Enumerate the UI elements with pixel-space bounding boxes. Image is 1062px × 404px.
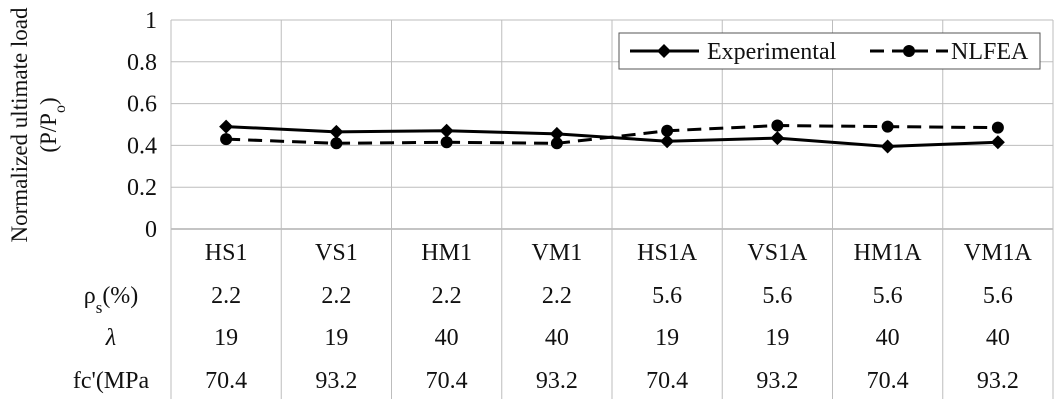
table-cell-value: 70.4 bbox=[867, 368, 909, 394]
data-point-circle bbox=[220, 133, 233, 146]
data-table: HS1 VS1 HM1 VM1 HS1A VS1A HM1A VM1A ρs(%) 2.2 2.2 2… bbox=[73, 240, 1033, 394]
table-row-label: ρs(%) bbox=[84, 283, 139, 317]
series-layer bbox=[219, 119, 1005, 154]
table-cell-value: 19 bbox=[214, 325, 238, 351]
table-cell-value: 2.2 bbox=[432, 283, 462, 309]
table-row-label: λ bbox=[105, 325, 116, 351]
y-tick-label: 0.4 bbox=[127, 133, 157, 159]
data-point-circle bbox=[881, 120, 894, 133]
data-point-circle bbox=[440, 136, 453, 149]
table-cell-value: 93.2 bbox=[756, 368, 798, 394]
table-cell-value: 70.4 bbox=[205, 368, 247, 394]
y-tick-label: 0.2 bbox=[127, 175, 157, 201]
table-cell-value: 40 bbox=[876, 325, 900, 351]
category-label: HS1 bbox=[205, 240, 248, 266]
category-label: HM1 bbox=[421, 240, 472, 266]
table-cell-value: 40 bbox=[986, 325, 1010, 351]
table-cell-value: 2.2 bbox=[211, 283, 241, 309]
table-cell-value: 70.4 bbox=[426, 368, 468, 394]
data-point-diamond bbox=[329, 124, 344, 139]
legend-label-nlfea: NLFEA bbox=[951, 39, 1029, 65]
y-tick-label: 0.8 bbox=[127, 50, 157, 76]
legend: Experimental NLFEA bbox=[618, 32, 1041, 70]
category-label: VM1A bbox=[964, 240, 1033, 266]
series-line-nlfea bbox=[226, 124, 998, 145]
y-axis: 0 0.2 0.4 0.6 0.8 1 Normalized ultimate load (P… bbox=[7, 7, 157, 243]
data-point-circle bbox=[991, 121, 1004, 134]
table-cell-value: 19 bbox=[765, 325, 789, 351]
data-point-diamond bbox=[770, 131, 785, 146]
data-point-circle bbox=[771, 119, 784, 132]
y-tick-label: 0 bbox=[145, 217, 157, 243]
table-cell-value: 40 bbox=[435, 325, 459, 351]
data-point-circle bbox=[330, 137, 343, 150]
data-point-circle bbox=[550, 137, 563, 150]
category-label: VS1 bbox=[315, 240, 358, 266]
table-cell-value: 2.2 bbox=[321, 283, 351, 309]
legend-marker-circle bbox=[903, 45, 915, 57]
y-tick-label: 1 bbox=[145, 8, 157, 34]
table-cell-value: 5.6 bbox=[983, 283, 1013, 309]
data-point-diamond bbox=[439, 123, 454, 138]
table-cell-value: 70.4 bbox=[646, 368, 688, 394]
data-point-diamond bbox=[219, 119, 234, 134]
table-cell-value: 93.2 bbox=[315, 368, 357, 394]
table-cell-value: 93.2 bbox=[536, 368, 578, 394]
grid-layer bbox=[170, 19, 1054, 399]
category-label: VM1 bbox=[532, 240, 583, 266]
y-axis-title-unit: (P/Po) bbox=[36, 97, 69, 152]
category-label: HM1A bbox=[854, 240, 923, 266]
table-cell-value: 5.6 bbox=[762, 283, 792, 309]
data-point-diamond bbox=[660, 134, 675, 149]
table-cell-value: 93.2 bbox=[977, 368, 1019, 394]
table-cell-value: 19 bbox=[655, 325, 679, 351]
table-cell-value: 19 bbox=[324, 325, 348, 351]
table-cell-value: 5.6 bbox=[652, 283, 682, 309]
y-axis-title: Normalized ultimate load bbox=[7, 7, 32, 243]
category-label: HS1A bbox=[637, 240, 698, 266]
data-point-diamond bbox=[990, 135, 1005, 150]
table-cell-value: 2.2 bbox=[542, 283, 572, 309]
data-point-diamond bbox=[549, 126, 564, 141]
category-label: VS1A bbox=[747, 240, 808, 266]
data-point-circle bbox=[661, 124, 674, 137]
table-cell-value: 40 bbox=[545, 325, 569, 351]
legend-label-experimental: Experimental bbox=[707, 39, 837, 65]
legend-marker-diamond bbox=[657, 44, 671, 58]
y-tick-label: 0.6 bbox=[127, 92, 157, 118]
data-point-diamond bbox=[880, 139, 895, 154]
table-row-label: fc'(MPa bbox=[73, 368, 150, 394]
table-cell-value: 5.6 bbox=[873, 283, 903, 309]
